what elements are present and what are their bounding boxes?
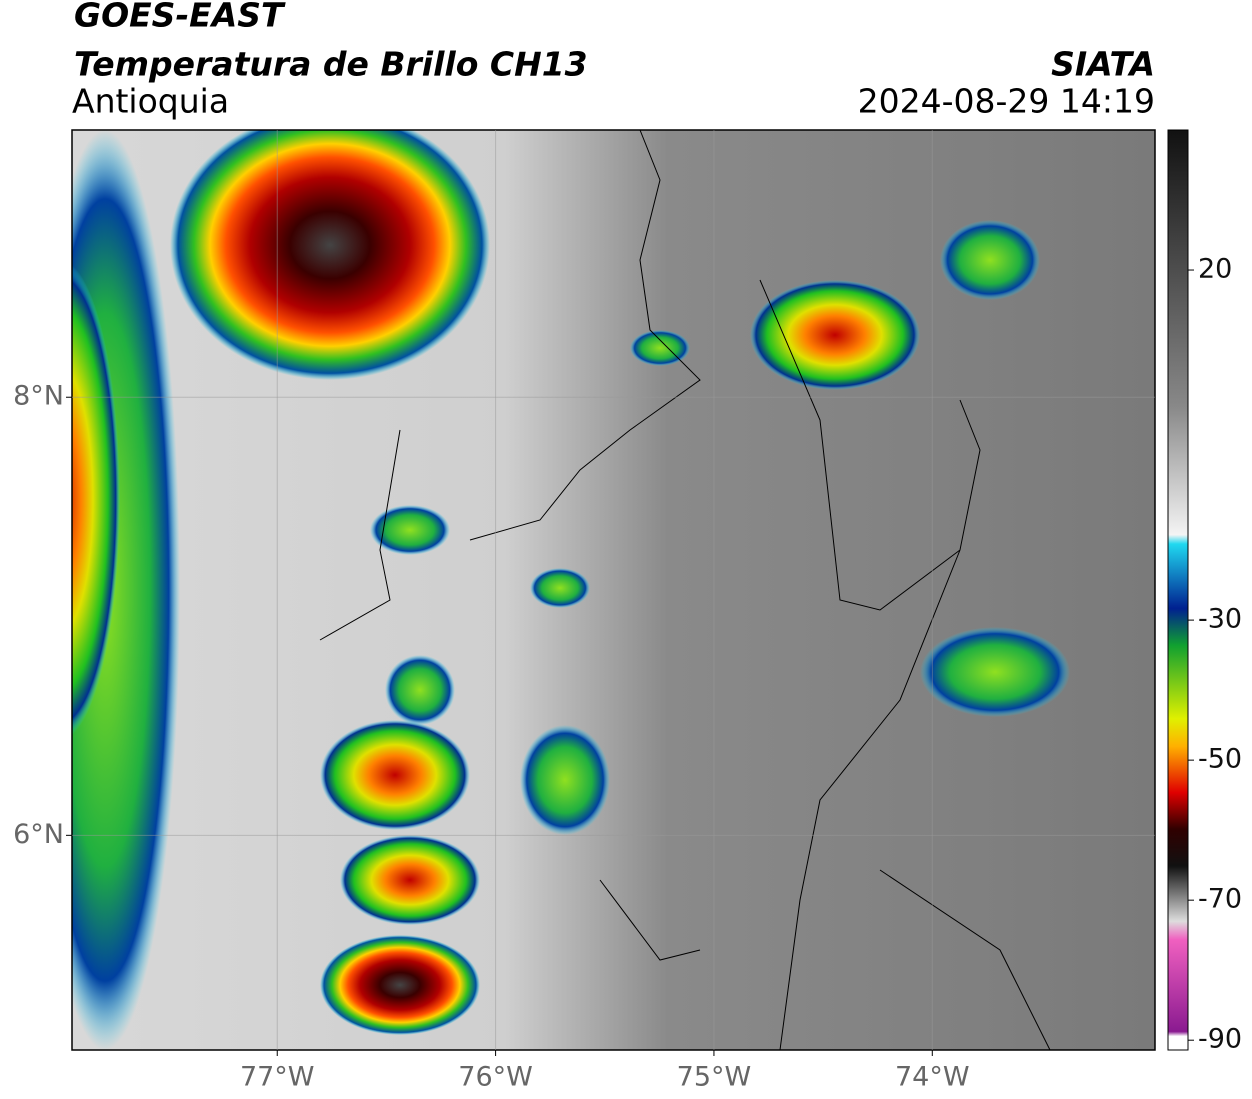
y-tick-label: 8°N — [13, 381, 64, 412]
x-tick-label: 75°W — [677, 1062, 752, 1093]
region-label: Antioquia — [72, 82, 229, 121]
map-frame — [71, 129, 1156, 1051]
colorbar-tick-label: -30 — [1198, 604, 1242, 635]
x-tick-label: 74°W — [895, 1062, 970, 1093]
y-tick-label: 6°N — [13, 819, 64, 850]
colorbar-tick-label: -70 — [1198, 884, 1242, 915]
product-title: Temperatura de Brillo CH13 — [74, 45, 588, 84]
colorbar-tick-label: 20 — [1198, 254, 1232, 285]
agency-label: SIATA — [1051, 45, 1155, 84]
x-tick-label: 76°W — [458, 1062, 533, 1093]
satellite-title: GOES-EAST — [74, 0, 286, 35]
colorbar — [1167, 129, 1189, 1051]
satellite-image — [72, 130, 1155, 1050]
datetime-label: 2024-08-29 14:19 — [858, 82, 1155, 121]
colorbar-tick-label: -90 — [1198, 1024, 1242, 1055]
colorbar-tick-label: -50 — [1198, 744, 1242, 775]
x-tick-label: 77°W — [240, 1062, 315, 1093]
